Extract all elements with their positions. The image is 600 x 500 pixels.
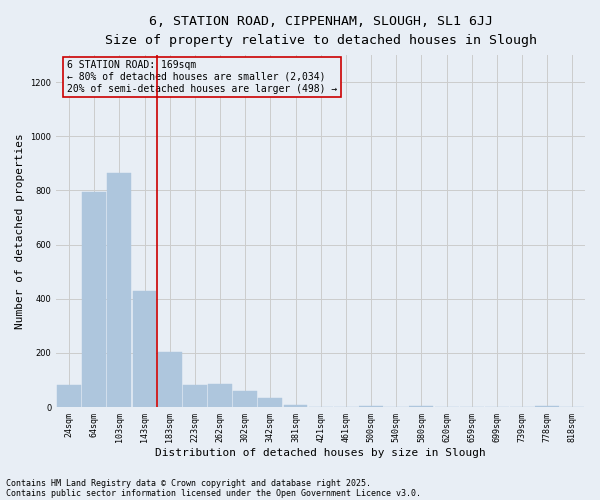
- Text: Contains public sector information licensed under the Open Government Licence v3: Contains public sector information licen…: [6, 488, 421, 498]
- Bar: [284, 405, 307, 407]
- Y-axis label: Number of detached properties: Number of detached properties: [15, 133, 25, 329]
- Text: 6 STATION ROAD: 169sqm
← 80% of detached houses are smaller (2,034)
20% of semi-: 6 STATION ROAD: 169sqm ← 80% of detached…: [67, 60, 337, 94]
- Bar: [233, 391, 257, 407]
- Bar: [208, 384, 232, 407]
- Bar: [82, 192, 106, 407]
- Text: Contains HM Land Registry data © Crown copyright and database right 2025.: Contains HM Land Registry data © Crown c…: [6, 478, 371, 488]
- Bar: [409, 406, 433, 407]
- Bar: [57, 386, 81, 407]
- Bar: [535, 406, 559, 407]
- Bar: [107, 173, 131, 407]
- X-axis label: Distribution of detached houses by size in Slough: Distribution of detached houses by size …: [155, 448, 486, 458]
- Bar: [359, 406, 383, 407]
- Title: 6, STATION ROAD, CIPPENHAM, SLOUGH, SL1 6JJ
Size of property relative to detache: 6, STATION ROAD, CIPPENHAM, SLOUGH, SL1 …: [105, 15, 537, 47]
- Bar: [259, 398, 283, 407]
- Bar: [133, 290, 157, 407]
- Bar: [183, 386, 207, 407]
- Bar: [158, 352, 182, 407]
